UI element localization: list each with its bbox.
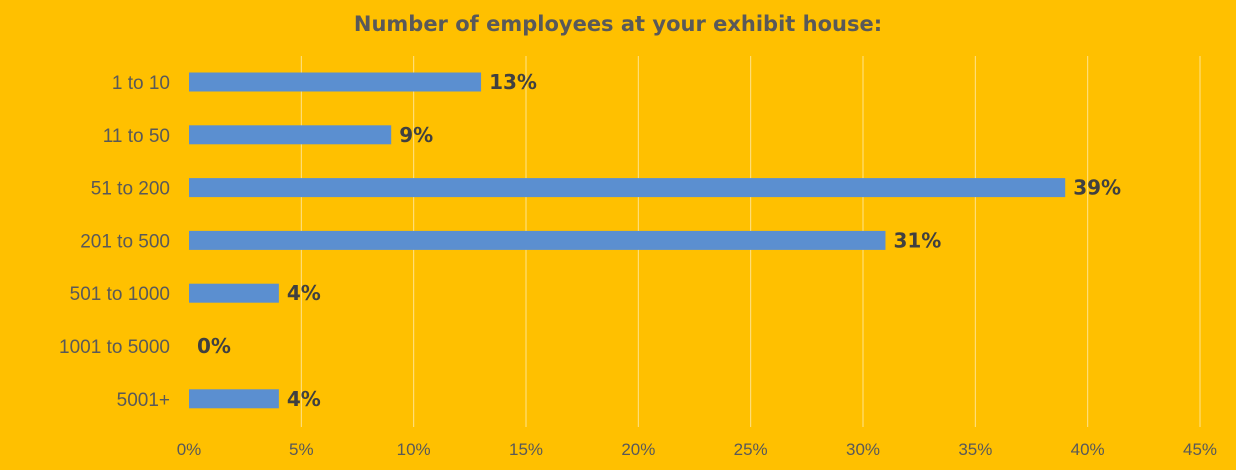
category-label: 201 to 500 xyxy=(80,231,170,252)
bar xyxy=(189,230,886,250)
x-tick-label: 15% xyxy=(509,440,543,459)
data-labels: 13% 9% 39% 31% 4% 0% 4% xyxy=(197,70,1121,411)
data-label: 4% xyxy=(287,387,321,411)
x-tick-label: 30% xyxy=(846,440,880,459)
category-labels: 1 to 10 11 to 50 51 to 200 201 to 500 501 to… xyxy=(59,73,170,411)
x-tick-label: 5% xyxy=(289,440,314,459)
data-label: 4% xyxy=(287,281,321,305)
category-label: 51 to 200 xyxy=(91,179,170,200)
x-tick-label: 35% xyxy=(958,440,992,459)
data-label: 9% xyxy=(399,123,433,147)
bars xyxy=(189,72,1066,409)
category-label: 1001 to 5000 xyxy=(59,337,170,358)
x-tick-label: 45% xyxy=(1183,440,1217,459)
category-label: 11 to 50 xyxy=(103,126,170,147)
data-label: 31% xyxy=(893,228,941,252)
bar xyxy=(189,72,482,92)
bar xyxy=(189,178,1066,198)
x-tick-label: 40% xyxy=(1071,440,1105,459)
chart-title: Number of employees at your exhibit hous… xyxy=(354,12,882,36)
x-tick-label: 10% xyxy=(397,440,431,459)
x-tick-label: 0% xyxy=(177,440,202,459)
data-label: 13% xyxy=(489,70,537,94)
x-axis-ticks: 0% 5% 10% 15% 20% 25% 30% 35% 40% 45% xyxy=(177,440,1217,459)
data-label: 0% xyxy=(197,334,231,358)
category-label: 1 to 10 xyxy=(112,73,170,94)
category-label: 501 to 1000 xyxy=(70,284,170,305)
x-tick-label: 25% xyxy=(734,440,768,459)
bar xyxy=(189,125,392,145)
bar xyxy=(189,389,279,409)
data-label: 39% xyxy=(1073,176,1121,200)
bar xyxy=(189,283,279,303)
category-label: 5001+ xyxy=(117,390,170,411)
x-tick-label: 20% xyxy=(621,440,655,459)
